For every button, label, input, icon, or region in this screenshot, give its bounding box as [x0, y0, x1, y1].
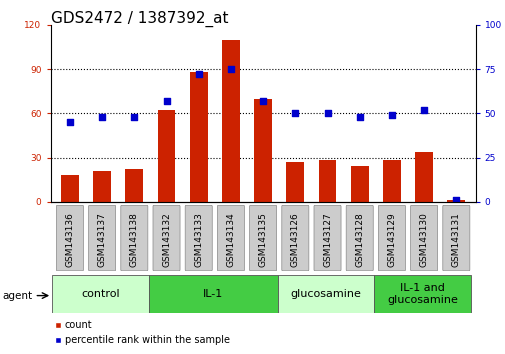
- FancyBboxPatch shape: [217, 205, 244, 271]
- Legend: count, percentile rank within the sample: count, percentile rank within the sample: [50, 316, 233, 349]
- FancyBboxPatch shape: [378, 205, 405, 271]
- Text: GDS2472 / 1387392_at: GDS2472 / 1387392_at: [50, 11, 228, 27]
- Text: agent: agent: [3, 291, 33, 301]
- Text: GSM143127: GSM143127: [322, 212, 331, 267]
- Text: GSM143130: GSM143130: [419, 212, 428, 267]
- Bar: [158, 110, 175, 202]
- FancyBboxPatch shape: [442, 205, 469, 271]
- Text: GSM143128: GSM143128: [355, 212, 364, 267]
- Text: GSM143134: GSM143134: [226, 212, 235, 267]
- Bar: [189, 72, 207, 202]
- FancyBboxPatch shape: [410, 205, 437, 271]
- FancyBboxPatch shape: [374, 275, 470, 313]
- Text: GSM143133: GSM143133: [194, 212, 203, 267]
- Text: GSM143136: GSM143136: [65, 212, 74, 267]
- FancyBboxPatch shape: [281, 205, 308, 271]
- Point: [194, 72, 203, 77]
- FancyBboxPatch shape: [121, 205, 147, 271]
- Text: GSM143129: GSM143129: [387, 212, 395, 267]
- Bar: [125, 169, 143, 202]
- FancyBboxPatch shape: [277, 275, 374, 313]
- Bar: [415, 152, 432, 202]
- Point: [162, 98, 170, 104]
- Text: GSM143132: GSM143132: [162, 212, 171, 267]
- Text: GSM143137: GSM143137: [97, 212, 107, 267]
- Text: IL-1 and
glucosamine: IL-1 and glucosamine: [386, 283, 457, 304]
- Bar: [350, 166, 368, 202]
- Point: [226, 66, 234, 72]
- Text: control: control: [81, 289, 120, 299]
- FancyBboxPatch shape: [153, 205, 180, 271]
- FancyBboxPatch shape: [52, 275, 148, 313]
- FancyBboxPatch shape: [88, 205, 116, 271]
- FancyBboxPatch shape: [148, 275, 277, 313]
- Point: [66, 119, 74, 125]
- Bar: [254, 98, 272, 202]
- Point: [419, 107, 427, 113]
- FancyBboxPatch shape: [185, 205, 212, 271]
- Text: GSM143131: GSM143131: [451, 212, 460, 267]
- Point: [291, 110, 299, 116]
- Point: [130, 114, 138, 120]
- Point: [259, 98, 267, 104]
- Bar: [446, 200, 464, 202]
- Bar: [93, 171, 111, 202]
- Text: GSM143126: GSM143126: [290, 212, 299, 267]
- Bar: [318, 160, 336, 202]
- FancyBboxPatch shape: [249, 205, 276, 271]
- Point: [323, 110, 331, 116]
- Text: glucosamine: glucosamine: [290, 289, 361, 299]
- Bar: [382, 160, 400, 202]
- Point: [98, 114, 106, 120]
- Bar: [61, 175, 79, 202]
- Text: GSM143135: GSM143135: [258, 212, 267, 267]
- FancyBboxPatch shape: [56, 205, 83, 271]
- Text: IL-1: IL-1: [203, 289, 223, 299]
- Bar: [286, 162, 304, 202]
- FancyBboxPatch shape: [314, 205, 340, 271]
- Point: [355, 114, 363, 120]
- Text: GSM143138: GSM143138: [130, 212, 138, 267]
- Point: [387, 112, 395, 118]
- FancyBboxPatch shape: [345, 205, 373, 271]
- Bar: [222, 40, 239, 202]
- Point: [451, 197, 460, 203]
